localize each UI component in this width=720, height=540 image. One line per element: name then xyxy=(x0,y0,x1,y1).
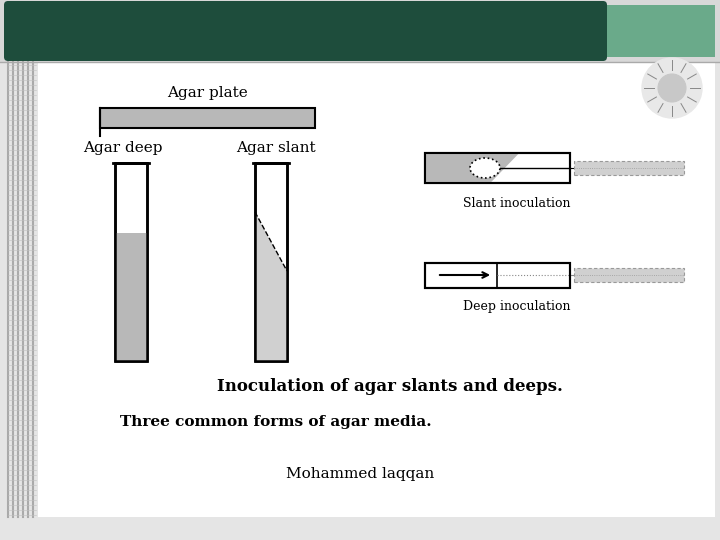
Bar xyxy=(425,153,570,183)
Polygon shape xyxy=(425,153,519,183)
Ellipse shape xyxy=(470,158,500,178)
Bar xyxy=(8,5,603,57)
Bar xyxy=(603,5,715,57)
Text: Deep inoculation: Deep inoculation xyxy=(463,300,571,313)
Bar xyxy=(0,62,720,540)
Circle shape xyxy=(658,74,686,102)
Text: Agar plate: Agar plate xyxy=(167,86,248,100)
Bar xyxy=(38,62,715,517)
Text: Slant inoculation: Slant inoculation xyxy=(463,197,571,210)
Circle shape xyxy=(642,58,702,118)
Text: Agar slant: Agar slant xyxy=(236,141,316,155)
Bar xyxy=(255,163,287,361)
Bar xyxy=(100,108,315,128)
Polygon shape xyxy=(255,212,287,361)
Bar xyxy=(425,153,570,183)
Bar xyxy=(115,163,147,361)
Bar xyxy=(574,268,684,282)
FancyBboxPatch shape xyxy=(4,1,607,61)
Bar xyxy=(255,163,287,361)
Bar xyxy=(115,233,147,361)
Text: Three common forms of agar media.: Three common forms of agar media. xyxy=(120,415,431,429)
Bar xyxy=(574,161,684,175)
Text: Agar deep: Agar deep xyxy=(84,141,163,155)
Bar xyxy=(425,263,570,288)
Bar xyxy=(115,163,147,361)
Bar xyxy=(425,263,570,288)
Text: Mohammed laqqan: Mohammed laqqan xyxy=(286,467,434,481)
Text: Inoculation of agar slants and deeps.: Inoculation of agar slants and deeps. xyxy=(217,378,563,395)
